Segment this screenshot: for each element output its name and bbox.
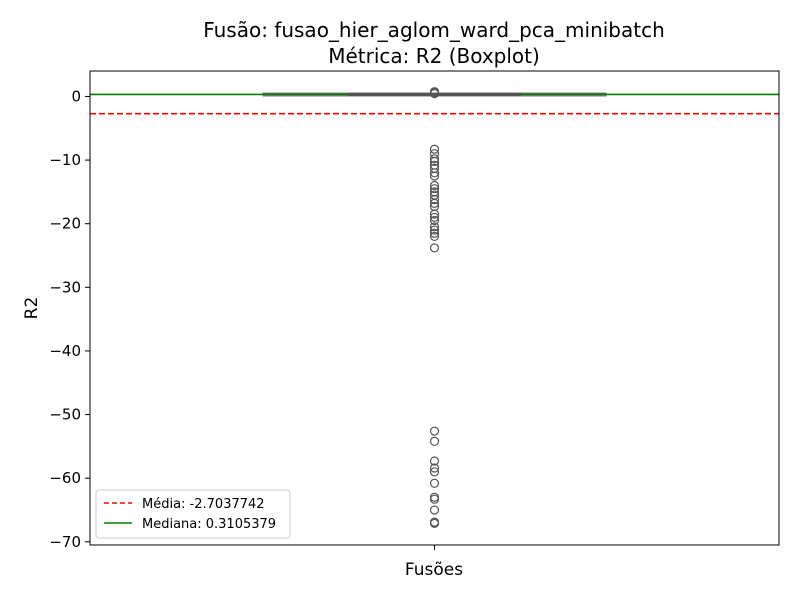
outlier-point (429, 478, 440, 488)
outlier-point (429, 88, 440, 99)
outlier-point (429, 168, 440, 178)
y-tick-label: −50 (49, 406, 81, 424)
outlier-point (429, 184, 440, 194)
outlier-point (429, 463, 440, 473)
chart-subtitle: Métrica: R2 (Boxplot) (328, 44, 540, 68)
outlier-point (429, 494, 440, 504)
plot-area: 0 −10 −20 −30 −40 −50 −60 −70 (49, 70, 780, 551)
plot-frame (89, 70, 780, 546)
outlier-point (429, 228, 440, 238)
y-tick-label: −60 (49, 469, 81, 487)
outlier-point (429, 154, 440, 164)
outlier-point (429, 222, 440, 232)
y-tick-label: 0 (71, 87, 81, 105)
outlier-point (429, 180, 440, 191)
outlier-point (429, 215, 440, 226)
outlier-point (429, 436, 440, 446)
outlier-point (429, 144, 440, 154)
outlier-point (429, 467, 440, 477)
outlier-point (429, 243, 440, 253)
outlier-point (429, 518, 440, 528)
outlier-point (429, 194, 440, 205)
outlier-point (429, 492, 440, 502)
legend: Média: -2.7037742 Mediana: 0.3105379 (95, 489, 291, 539)
outlier-point (429, 456, 440, 466)
x-axis-label: Fusões (405, 560, 463, 580)
outlier-point (429, 209, 440, 219)
legend-median-label: Mediana: 0.3105379 (142, 517, 276, 532)
y-tick-label: −30 (49, 278, 81, 296)
chart-title: Fusão: fusao_hier_aglom_ward_pca_minibat… (203, 18, 665, 42)
y-tick-label: −70 (49, 533, 81, 551)
outlier-point (429, 426, 440, 436)
outlier-point (429, 171, 440, 181)
outlier-point (429, 198, 440, 208)
legend-frame (95, 489, 291, 539)
outlier-point (429, 212, 440, 222)
y-tick-label: −20 (49, 215, 81, 233)
y-axis-label: R2 (22, 297, 42, 320)
legend-mean-label: Média: -2.7037742 (142, 497, 265, 512)
outlier-point (429, 505, 440, 515)
y-tick-label: −40 (49, 342, 81, 360)
outlier-point (429, 231, 440, 242)
outlier-point (429, 156, 440, 166)
y-tick-label: −10 (49, 151, 81, 169)
outlier-point (429, 225, 440, 235)
